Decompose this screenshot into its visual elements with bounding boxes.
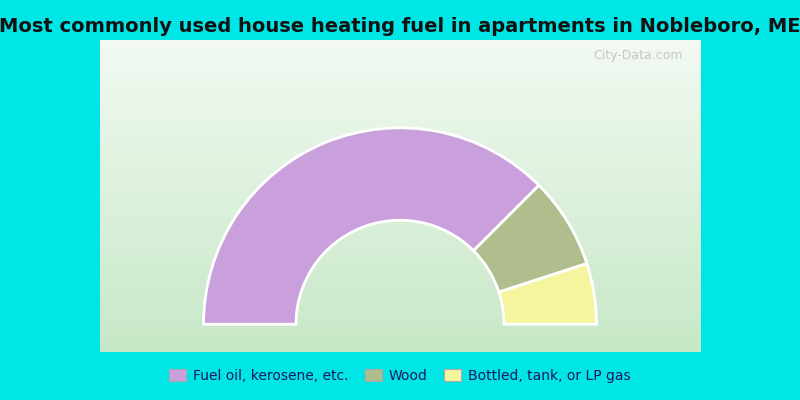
Text: Most commonly used house heating fuel in apartments in Nobleboro, ME: Most commonly used house heating fuel in… (0, 17, 800, 36)
Legend: Fuel oil, kerosene, etc., Wood, Bottled, tank, or LP gas: Fuel oil, kerosene, etc., Wood, Bottled,… (164, 364, 636, 388)
Wedge shape (499, 264, 597, 324)
Wedge shape (474, 185, 587, 292)
Text: City-Data.com: City-Data.com (593, 49, 682, 62)
Wedge shape (203, 128, 539, 324)
